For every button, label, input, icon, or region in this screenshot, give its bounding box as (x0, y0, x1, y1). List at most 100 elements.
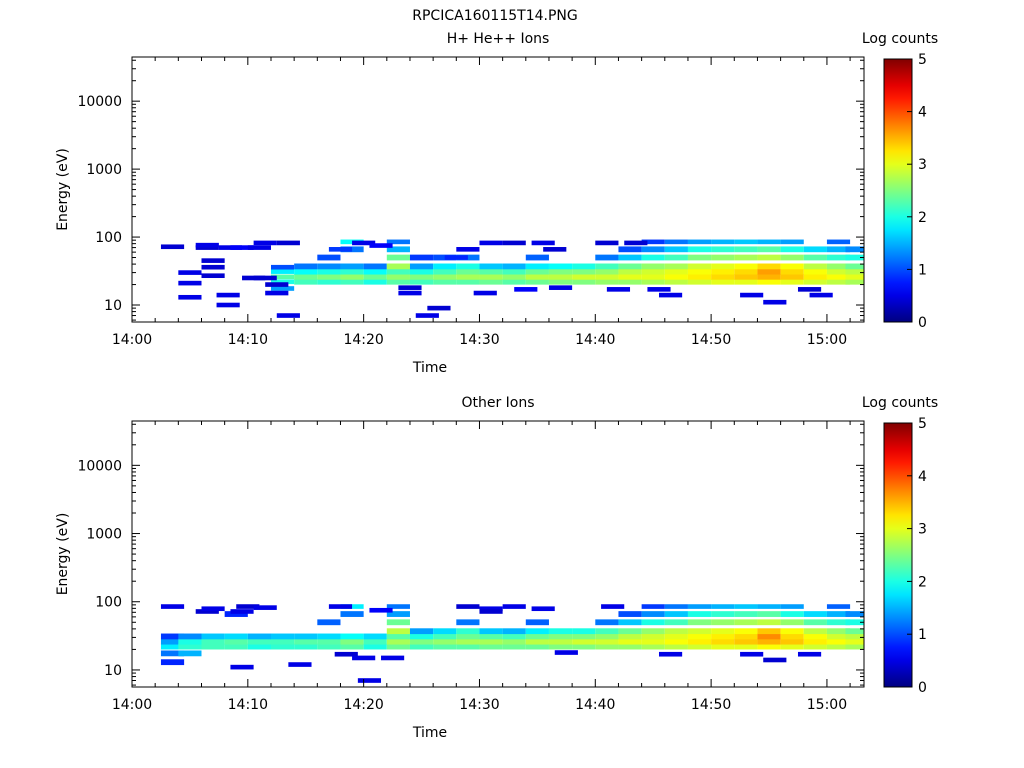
heatmap-cell (270, 279, 295, 285)
heatmap-cell (386, 638, 410, 645)
heatmap-cell (479, 268, 503, 275)
heatmap-cell (525, 619, 549, 626)
heatmap-cell (270, 264, 295, 270)
heatmap-cell (641, 273, 665, 280)
heatmap-cell (288, 662, 312, 667)
heatmap-cell (433, 278, 457, 285)
heatmap-cell (641, 246, 665, 253)
heatmap-cell (160, 638, 185, 645)
heatmap-cell (711, 633, 735, 640)
heatmap-cell (363, 273, 387, 280)
heatmap-cell (711, 254, 735, 261)
colorbar (883, 58, 913, 323)
heatmap-cell (734, 239, 758, 245)
heatmap-cell (757, 268, 781, 275)
heatmap-cell (618, 254, 642, 261)
heatmap-cell (734, 628, 758, 635)
heatmap-cell (548, 638, 573, 645)
heatmap-cell (757, 633, 781, 640)
heatmap-cell (479, 263, 503, 270)
heatmap-cell (757, 643, 781, 650)
x-tick-label: 14:40 (575, 332, 615, 348)
heatmap-cell (845, 619, 864, 626)
heatmap-cell (230, 609, 254, 614)
heatmap-cell (658, 292, 683, 298)
heatmap-cell (687, 604, 712, 609)
heatmap-cell (641, 263, 665, 270)
heatmap-cell (803, 619, 827, 626)
heatmap-cell (734, 604, 758, 609)
heatmap-cell (386, 273, 410, 280)
y-axis-label: Energy (eV) (55, 513, 71, 596)
heatmap-cell (740, 651, 764, 657)
heatmap-cell (201, 638, 225, 645)
colorbar (883, 422, 913, 688)
heatmap-cell (160, 650, 185, 657)
heatmap-cell (826, 273, 851, 280)
heatmap-cell (687, 278, 712, 285)
heatmap-cell (363, 633, 387, 640)
heatmap-cell (711, 278, 735, 285)
heatmap-cell (780, 268, 804, 275)
colorbar-label: Log counts (862, 395, 938, 411)
heatmap-cell (826, 643, 851, 650)
heatmap-cell (236, 604, 260, 609)
heatmap-cell (230, 245, 254, 250)
heatmap-cell (473, 290, 497, 296)
colorbar-tick-label: 4 (918, 105, 927, 121)
heatmap-cell (381, 655, 405, 661)
heatmap-cell (276, 240, 300, 246)
heatmap-cell (178, 638, 202, 645)
heatmap-cell (479, 240, 503, 246)
heatmap-cell (641, 611, 665, 617)
heatmap-cell (479, 628, 503, 635)
heatmap-cell (740, 292, 764, 298)
heatmap-cell (548, 285, 573, 290)
heatmap-cell (664, 273, 688, 280)
heatmap-cell (502, 604, 526, 609)
heatmap-cell (595, 619, 619, 626)
heatmap-cell (409, 278, 434, 285)
colorbar-tick-label: 0 (918, 315, 927, 331)
heatmap-cell (687, 638, 712, 645)
heatmap-cell (606, 287, 631, 292)
heatmap-cell (224, 643, 248, 650)
heatmap-cell (363, 278, 387, 285)
heatmap-cell (456, 604, 480, 609)
heatmap-cell (734, 273, 758, 280)
heatmap-cell (641, 278, 665, 285)
heatmap-cell (352, 655, 376, 661)
heatmap-cell (664, 263, 688, 270)
heatmap-cell (664, 254, 688, 261)
heatmap-cell (618, 619, 642, 626)
heatmap-cell (711, 239, 735, 245)
heatmap-cell (618, 633, 642, 640)
heatmap-cell (826, 254, 851, 261)
heatmap-cell (664, 643, 688, 650)
heatmap-cell (456, 633, 480, 640)
heatmap-cell (525, 638, 549, 645)
colorbar-tick-label: 4 (918, 469, 927, 485)
heatmap-cell (803, 628, 827, 635)
heatmap-cell (328, 604, 353, 609)
heatmap-cell (160, 633, 185, 640)
heatmap-cell (618, 628, 642, 635)
panel-title: H+ He++ Ions (447, 31, 550, 47)
heatmap-cell (803, 633, 827, 640)
heatmap-cell (734, 643, 758, 650)
heatmap-cell (845, 611, 864, 617)
heatmap-cell (601, 604, 625, 609)
heatmap-cell (734, 619, 758, 626)
heatmap-cell (845, 254, 864, 261)
x-tick-label: 14:50 (691, 697, 731, 713)
heatmap-cell (664, 246, 688, 253)
heatmap-cell (444, 255, 468, 260)
heatmap-cell (334, 651, 358, 657)
heatmap-cell (386, 268, 410, 275)
heatmap-cell (641, 239, 665, 245)
heatmap-cell (595, 268, 619, 275)
heatmap-cell (595, 254, 619, 261)
heatmap-cell (160, 659, 185, 666)
heatmap-cell (456, 638, 480, 645)
heatmap-cell (572, 268, 596, 275)
